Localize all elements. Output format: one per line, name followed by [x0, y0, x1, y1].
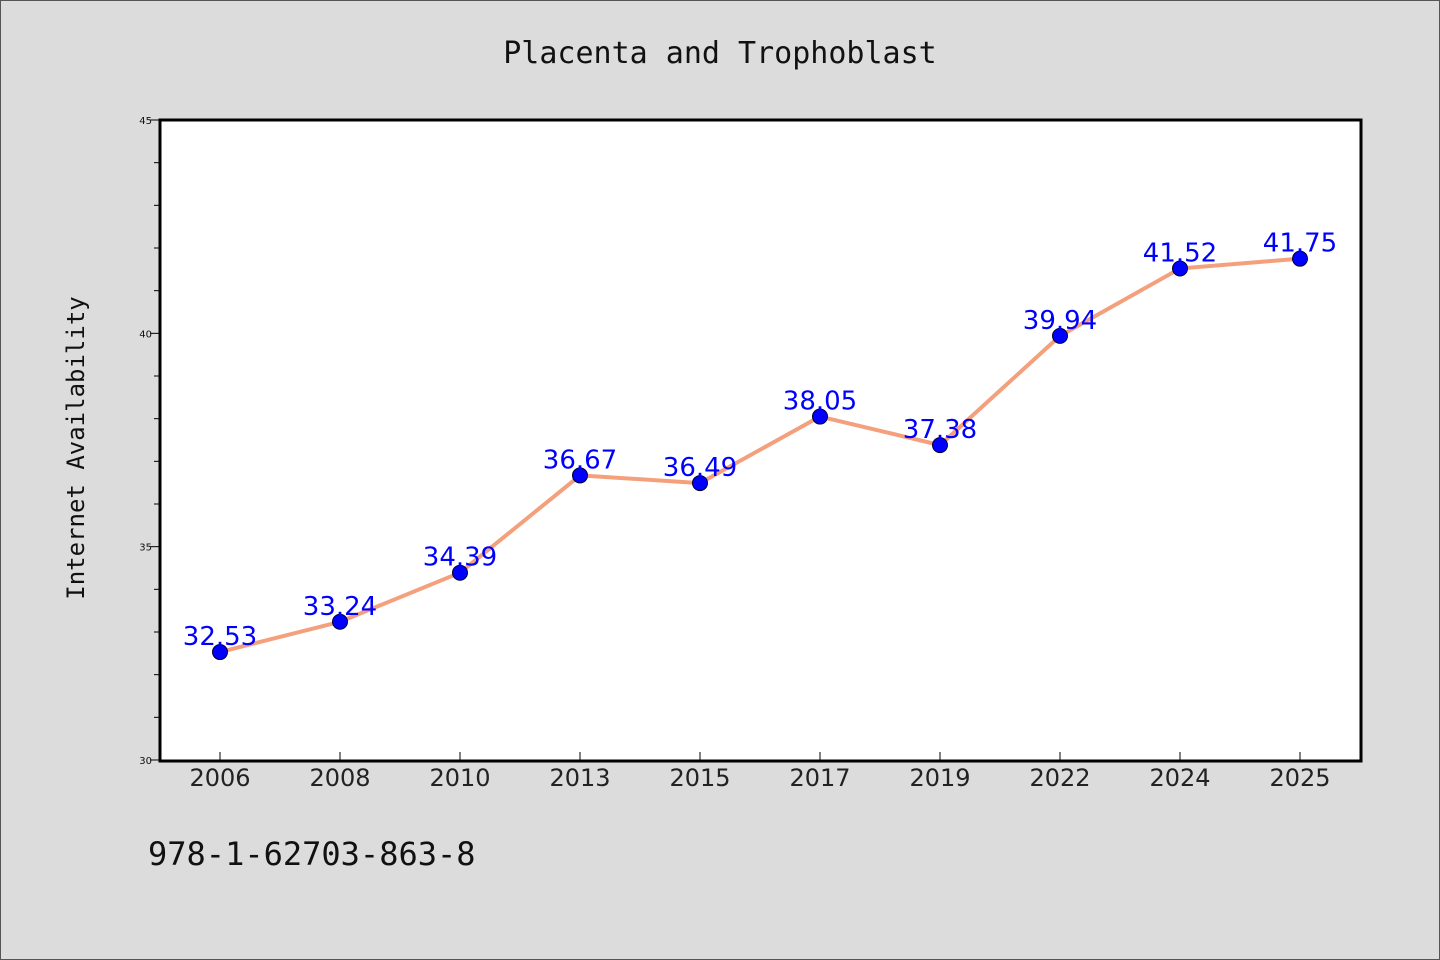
data-label: 38.05 [783, 387, 857, 417]
series-line [219, 256, 1301, 654]
x-tick-label: 2013 [549, 764, 610, 792]
y-tick-label: 35 [139, 543, 152, 554]
chart-title: Placenta and Trophoblast [503, 36, 936, 71]
data-label: 34.39 [423, 543, 497, 573]
data-label: 39.94 [1023, 306, 1097, 336]
x-tick-label: 2024 [1149, 764, 1210, 792]
data-point [812, 408, 828, 425]
data-point [332, 613, 348, 630]
data-label: 36.67 [543, 445, 617, 475]
y-axis-ticks: 30 35 40 45 [139, 116, 160, 767]
data-point [1172, 260, 1188, 277]
data-point [692, 475, 708, 492]
plot-area [158, 118, 1363, 763]
x-axis-ticks: 2006 2008 2010 2013 2015 2017 2019 2022 2024 2025 [189, 752, 1331, 792]
data-point [212, 644, 228, 661]
data-point [452, 564, 468, 581]
x-tick-label: 2017 [789, 764, 850, 792]
data-point [1052, 327, 1068, 344]
data-label: 36.49 [663, 453, 737, 483]
y-tick-label: 40 [139, 329, 152, 340]
y-tick-label: 30 [139, 756, 152, 767]
data-label: 41.75 [1263, 229, 1337, 259]
x-tick-label: 2008 [309, 764, 370, 792]
data-label: 37.38 [903, 415, 977, 445]
x-tick-label: 2025 [1269, 764, 1330, 792]
x-tick-label: 2010 [429, 764, 490, 792]
data-label: 33.24 [303, 592, 377, 622]
x-tick-label: 2019 [909, 764, 970, 792]
x-tick-label: 2022 [1029, 764, 1090, 792]
data-point [572, 467, 588, 484]
data-label: 41.52 [1143, 238, 1217, 268]
x-tick-label: 2015 [669, 764, 730, 792]
series-layer: 32.53 33.24 34.39 36.67 36.49 38.05 37.38 39.94… [183, 229, 1337, 661]
y-tick-label: 45 [139, 116, 152, 127]
x-tick-label: 2006 [189, 764, 250, 792]
data-point [1292, 250, 1308, 267]
isbn-footer: 978-1-62703-863-8 [148, 835, 476, 873]
data-point [932, 437, 948, 454]
data-label: 32.53 [183, 622, 257, 652]
y-axis-label: Internet Availability [62, 296, 90, 599]
